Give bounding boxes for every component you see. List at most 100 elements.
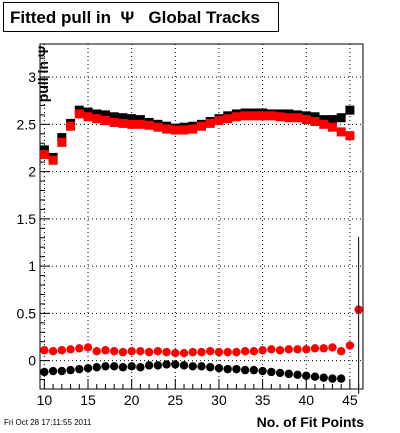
data-point-circle <box>214 364 224 373</box>
data-point-circle <box>136 346 145 356</box>
data-point-circle <box>267 345 276 354</box>
data-point-square <box>92 114 102 124</box>
data-point-square <box>153 122 163 132</box>
data-point-circle <box>101 346 110 355</box>
x-tick-label: 10 <box>37 392 53 408</box>
data-point-square <box>240 111 250 121</box>
data-point-square <box>284 113 294 123</box>
chart-title: Fitted pull in Ψ Global Tracks <box>10 8 260 27</box>
data-point-circle <box>66 365 75 375</box>
data-point-square <box>275 112 285 122</box>
y-axis-label: pull in Ψ <box>35 46 51 102</box>
data-point-circle <box>319 344 328 353</box>
data-point-square <box>144 120 154 130</box>
x-tick-label: 30 <box>211 392 227 408</box>
data-point-circle <box>275 368 285 378</box>
data-point-square <box>109 117 119 127</box>
data-point-square <box>83 107 93 117</box>
data-point-circle <box>275 346 285 355</box>
data-point-square <box>188 124 198 134</box>
data-point-circle <box>171 348 180 358</box>
data-point-square <box>336 113 346 123</box>
data-point-circle <box>267 367 276 377</box>
data-point-square <box>57 133 67 143</box>
data-point-circle <box>223 347 232 357</box>
data-point-square <box>100 116 110 126</box>
data-point-square <box>310 112 320 122</box>
data-point-square <box>345 131 355 141</box>
data-point-circle <box>48 366 58 376</box>
data-point-circle <box>240 365 250 375</box>
data-point-square <box>327 115 337 125</box>
data-point-square <box>127 114 137 124</box>
data-point-square <box>74 109 84 119</box>
data-point-circle <box>101 362 110 371</box>
data-point-circle <box>127 346 136 356</box>
y-tick-label: 0.5 <box>17 305 37 321</box>
data-point-circle <box>249 365 259 375</box>
data-point-circle <box>336 374 346 383</box>
data-point-circle <box>92 346 101 356</box>
data-point-square <box>39 145 49 155</box>
x-tick-label: 20 <box>124 392 140 408</box>
data-point-square <box>57 137 67 147</box>
data-point-square <box>266 111 276 121</box>
timestamp-label: Fri Oct 28 17:11:55 2011 <box>4 418 92 427</box>
data-point-circle <box>162 347 171 357</box>
data-point-square <box>162 124 172 134</box>
data-point-circle <box>83 343 93 352</box>
data-point-circle <box>48 346 58 356</box>
data-point-circle <box>66 345 75 354</box>
data-point-circle <box>319 373 328 382</box>
data-point-circle <box>83 364 93 373</box>
data-point-circle <box>188 362 197 371</box>
data-point-square <box>223 114 233 124</box>
data-points <box>39 105 363 394</box>
data-point-circle <box>293 370 302 380</box>
data-point-circle <box>232 347 241 357</box>
x-tick-label: 45 <box>342 392 358 408</box>
data-point-circle <box>153 361 163 370</box>
data-point-circle <box>206 363 215 372</box>
data-point-square <box>170 125 180 135</box>
data-point-square <box>214 116 224 126</box>
data-point-circle <box>302 371 311 380</box>
data-point-square <box>231 112 241 122</box>
data-point-square <box>258 111 268 121</box>
data-point-circle <box>75 364 84 374</box>
data-point-circle <box>162 360 171 369</box>
data-point-circle <box>118 347 128 357</box>
data-point-circle <box>110 346 119 356</box>
data-point-circle <box>40 346 49 355</box>
data-point-circle <box>293 345 302 354</box>
data-point-circle <box>232 364 241 374</box>
y-tick-label: 1.5 <box>17 211 37 227</box>
data-point-square <box>319 115 329 125</box>
data-point-circle <box>171 360 180 369</box>
data-point-circle <box>310 344 320 353</box>
data-point-circle <box>57 346 67 355</box>
data-point-square <box>66 121 76 131</box>
data-point-circle <box>40 367 49 377</box>
data-point-circle <box>336 346 346 356</box>
data-point-circle <box>284 345 293 354</box>
data-point-circle <box>118 363 128 372</box>
data-point-circle <box>328 374 337 383</box>
data-point-circle <box>328 343 337 352</box>
data-point-circle <box>345 341 355 350</box>
data-point-square <box>83 112 93 122</box>
data-point-circle <box>75 344 84 353</box>
data-point-circle <box>179 361 189 370</box>
data-point-square <box>310 117 320 127</box>
data-point-square <box>109 112 119 122</box>
data-point-square <box>118 118 128 128</box>
x-tick-label: 15 <box>80 392 96 408</box>
x-axis-label: No. of Fit Points <box>257 414 365 430</box>
data-point-circle <box>127 362 136 371</box>
y-tick-label: 2 <box>28 164 36 180</box>
data-point-square <box>100 110 110 120</box>
data-point-circle <box>258 346 267 355</box>
data-point-circle <box>153 346 163 356</box>
data-point-circle <box>258 366 267 376</box>
